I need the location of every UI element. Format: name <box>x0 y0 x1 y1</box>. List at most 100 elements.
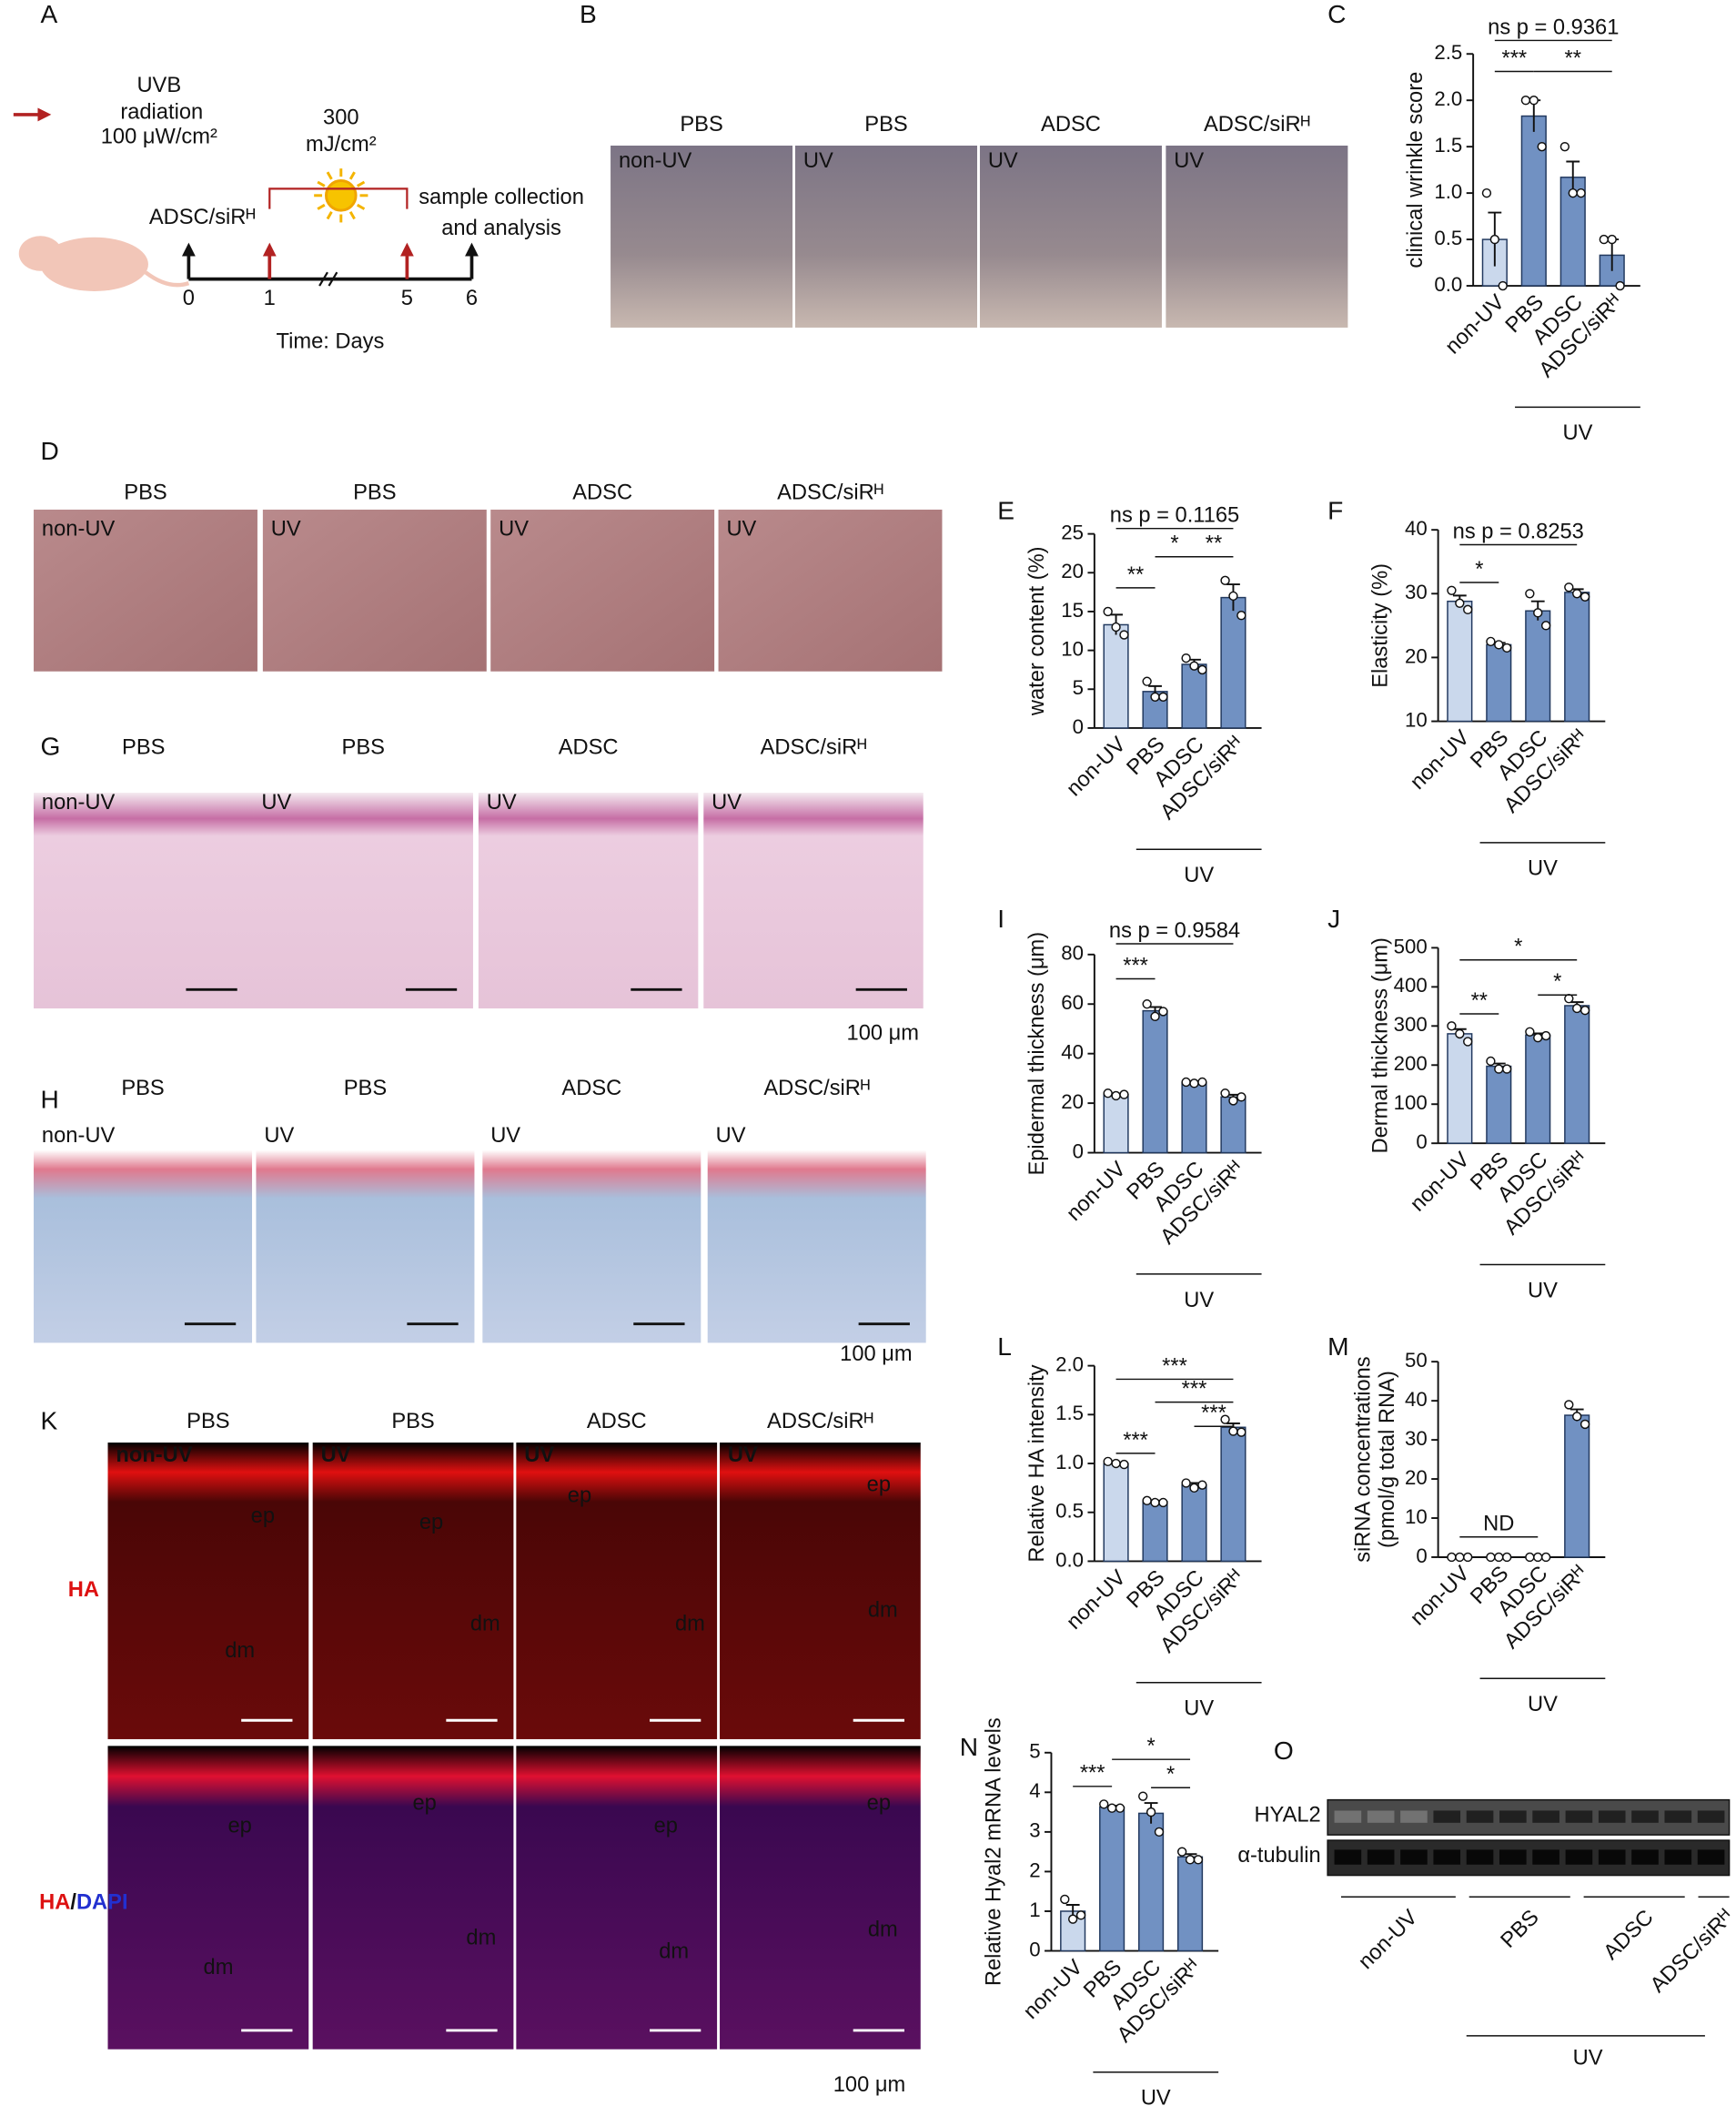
y-tick-label: 20 <box>1405 1466 1428 1489</box>
significance-label: ** <box>1127 563 1144 587</box>
photo <box>516 1746 718 2050</box>
data-point <box>1599 234 1610 245</box>
panel-letter: F <box>1327 496 1343 524</box>
row-label-part: DAPI <box>76 1891 128 1915</box>
x-tick-label: non-UV <box>1019 1956 1087 2024</box>
bar <box>1486 643 1512 723</box>
day-arrow-head <box>399 242 414 257</box>
uv-legend: UVB <box>136 74 181 97</box>
photo-tag: UV <box>264 1124 294 1148</box>
data-point <box>1455 1028 1465 1039</box>
bar <box>1103 1463 1129 1563</box>
y-tick-label: 10 <box>1061 637 1084 660</box>
data-point <box>1103 1088 1113 1098</box>
row-label: HA <box>68 1578 99 1602</box>
data-point <box>1119 1459 1129 1470</box>
blot-band <box>1466 1810 1494 1823</box>
data-point <box>1489 234 1500 245</box>
sun-ray <box>317 203 326 210</box>
data-point <box>1189 1483 1199 1493</box>
photo-tag: UV <box>988 149 1018 173</box>
y-axis-title: Dermal thickness (μm) <box>1369 937 1393 1153</box>
uv-dose: mJ/cm² <box>306 133 377 157</box>
blot-band <box>1565 1849 1593 1865</box>
bar <box>1564 592 1590 723</box>
tissue-label: ep <box>654 1815 678 1838</box>
bar <box>1564 1414 1590 1558</box>
photo-tag: non-UV <box>42 517 116 541</box>
bar <box>1220 1096 1246 1154</box>
photo <box>312 1443 514 1739</box>
x-tick-label: non-UV <box>1406 1562 1474 1630</box>
significance-label: *** <box>1162 1354 1187 1378</box>
sun-ray <box>326 211 333 220</box>
panel-letter: E <box>997 496 1014 524</box>
significance-label: *** <box>1201 1402 1226 1425</box>
photo-header: ADSC/siRᴴ <box>763 1077 870 1100</box>
data-point <box>1099 1799 1109 1809</box>
blot-band <box>1334 1810 1362 1823</box>
y-tick-label: 3 <box>1029 1819 1040 1842</box>
row-label-part: HA <box>39 1891 70 1915</box>
y-tick-label: 2.5 <box>1434 41 1462 64</box>
endpoint: and analysis <box>441 217 561 240</box>
y-tick-label: 2.0 <box>1434 87 1462 110</box>
y-tick-label: 2 <box>1029 1858 1040 1881</box>
y-tick-label: 4 <box>1029 1779 1040 1802</box>
photo-tag: UV <box>261 791 291 815</box>
y-axis-title: water content (%) <box>1025 546 1049 716</box>
y-tick-label: 2.0 <box>1055 1352 1084 1375</box>
photo-tag: non-UV <box>42 1124 116 1148</box>
group-label: UV <box>1528 1693 1558 1716</box>
data-point <box>1540 1030 1551 1041</box>
photo <box>720 1443 921 1739</box>
data-point <box>1220 1088 1230 1098</box>
day-label: 1 <box>264 287 276 310</box>
data-point <box>1197 1077 1207 1088</box>
y-tick-label: 20 <box>1405 644 1428 667</box>
photo <box>256 1149 475 1343</box>
group-label: non-UV <box>1354 1906 1422 1974</box>
sun-ray <box>357 203 366 210</box>
data-point <box>1111 1090 1121 1101</box>
data-point <box>1494 640 1504 650</box>
y-axis-title: Elasticity (%) <box>1369 563 1393 688</box>
panel-letter: D <box>40 437 58 465</box>
y-tick-label: 1.5 <box>1434 134 1462 157</box>
photo-header: PBS <box>680 113 722 137</box>
group-label: UV <box>1562 421 1592 445</box>
blot-band <box>1664 1849 1692 1865</box>
mouse-head <box>18 236 63 271</box>
bar <box>1103 1093 1129 1154</box>
blot-band <box>1631 1810 1659 1823</box>
group-label: UV <box>1184 1697 1214 1721</box>
data-point <box>1580 1419 1590 1430</box>
bar <box>1486 1065 1512 1144</box>
panel-letter: H <box>40 1086 58 1114</box>
significance-label: * <box>1166 1763 1175 1787</box>
data-point <box>1197 1480 1207 1490</box>
photo-header: ADSC <box>587 1410 647 1433</box>
data-point <box>1154 1827 1165 1838</box>
photo-tag: non-UV <box>619 149 692 173</box>
data-point <box>1525 1552 1535 1563</box>
y-tick-label: 100 <box>1394 1091 1428 1114</box>
blot-band <box>1367 1810 1395 1823</box>
data-point <box>1142 999 1152 1009</box>
photo <box>795 145 977 328</box>
day-label: 6 <box>466 287 478 310</box>
group-label: UV <box>1184 1289 1214 1312</box>
data-point <box>1564 582 1574 592</box>
tissue-label: dm <box>466 1926 496 1949</box>
photo <box>253 793 473 1009</box>
data-point <box>1455 598 1465 608</box>
y-tick-label: 0 <box>1029 1938 1040 1960</box>
data-point <box>1564 994 1574 1004</box>
tissue-label: ep <box>228 1815 252 1838</box>
photo-header: PBS <box>344 1077 387 1100</box>
tissue-label: ep <box>867 1791 891 1815</box>
uv-bracket <box>268 187 409 209</box>
data-point <box>1067 1914 1078 1924</box>
y-tick-label: 300 <box>1394 1013 1428 1036</box>
data-point <box>1568 187 1578 198</box>
